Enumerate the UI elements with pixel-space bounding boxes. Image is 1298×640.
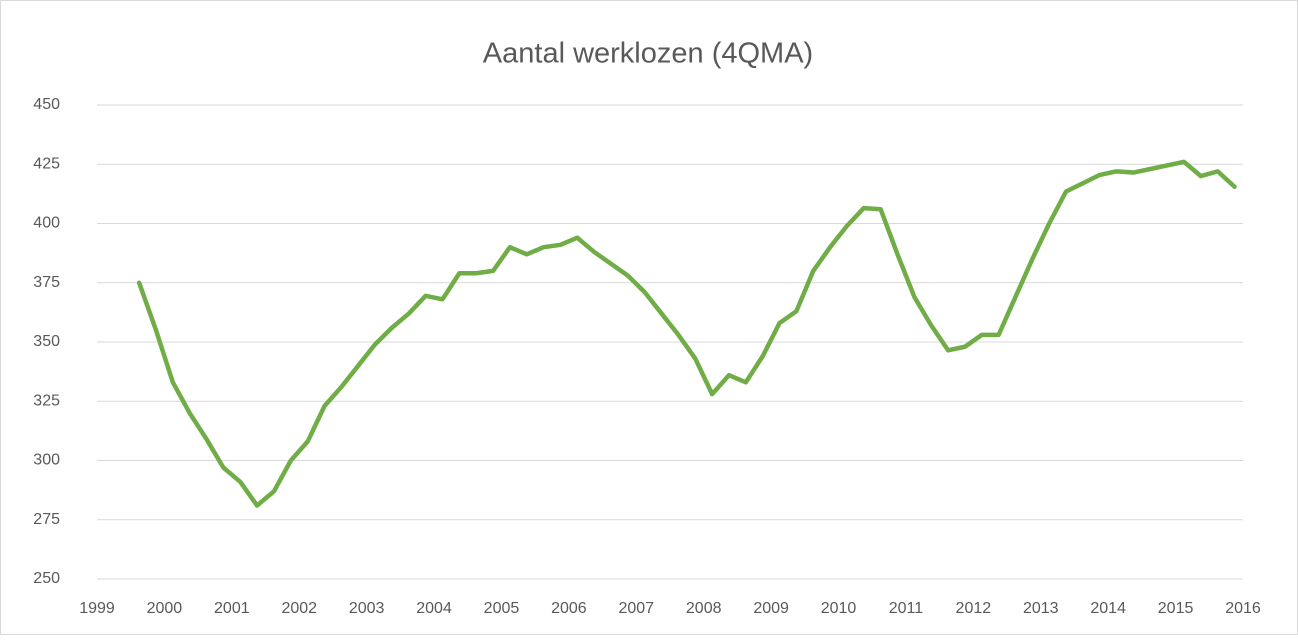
x-tick-label: 2012: [956, 600, 992, 617]
x-tick-label: 2000: [147, 600, 183, 617]
x-tick-label: 2011: [889, 600, 924, 617]
y-tick-label: 450: [33, 96, 60, 113]
x-tick-label: 2009: [753, 600, 789, 617]
x-tick-label: 2013: [1023, 600, 1059, 617]
x-tick-label: 2016: [1225, 600, 1261, 617]
chart-title: Aantal werklozen (4QMA): [483, 38, 813, 70]
x-tick-label: 2004: [416, 600, 452, 617]
x-tick-label: 2014: [1090, 600, 1126, 617]
x-tick-label: 1999: [79, 600, 115, 617]
y-tick-label: 400: [33, 215, 60, 232]
y-tick-label: 300: [33, 452, 60, 469]
x-tick-label: 2008: [686, 600, 722, 617]
x-tick-label: 2007: [618, 600, 654, 617]
x-tick-label: 2015: [1158, 600, 1194, 617]
y-tick-label: 275: [33, 511, 60, 528]
x-tick-label: 2001: [214, 600, 250, 617]
x-tick-label: 2006: [551, 600, 587, 617]
x-tick-label: 2005: [484, 600, 520, 617]
y-tick-label: 375: [33, 274, 60, 291]
x-tick-label: 2002: [281, 600, 317, 617]
y-tick-label: 425: [33, 155, 60, 172]
x-tick-label: 2003: [349, 600, 385, 617]
x-tick-label: 2010: [821, 600, 857, 617]
y-tick-label: 350: [33, 333, 60, 350]
data-line: [136, 159, 1237, 508]
y-tick-label: 250: [33, 570, 60, 587]
y-tick-label: 325: [33, 392, 60, 409]
